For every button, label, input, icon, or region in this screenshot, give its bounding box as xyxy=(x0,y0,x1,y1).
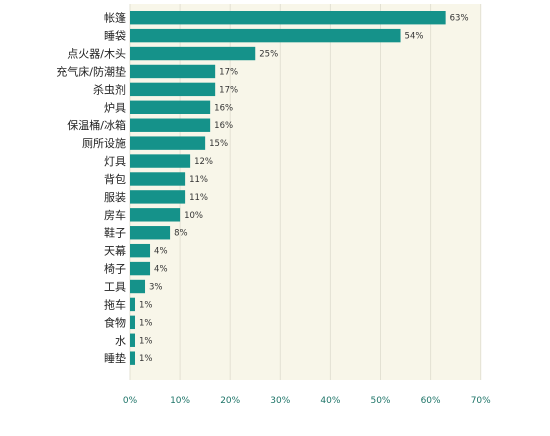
x-tick-label: 70% xyxy=(471,396,491,406)
value-label: 17% xyxy=(219,67,238,77)
bar xyxy=(130,154,191,168)
bar xyxy=(130,351,136,365)
bar xyxy=(130,333,136,347)
bar xyxy=(130,297,136,312)
category-label: 睡袋 xyxy=(104,29,126,43)
value-label: 25% xyxy=(259,50,278,60)
x-tick-label: 40% xyxy=(320,396,340,406)
value-labels: 63% 54% 25% 17% 17% 16% 16% 15% 12% 11% 11% 10% 8% 4%… xyxy=(139,14,469,364)
x-tick-label: 0% xyxy=(123,396,138,406)
category-label: 房车 xyxy=(104,208,126,222)
x-tick-label: 60% xyxy=(421,396,441,406)
bar xyxy=(130,208,181,222)
bar xyxy=(130,261,151,276)
bar xyxy=(130,243,151,258)
bar xyxy=(130,118,211,132)
category-labels: 帐篷睡袋点火器/木头充气床/防潮垫杀虫剂炉具保温桶/冰箱厕所设施灯具背包服装房车… xyxy=(56,11,126,365)
value-label: 12% xyxy=(194,157,213,167)
value-label: 54% xyxy=(405,32,424,42)
x-tick-label: 30% xyxy=(270,396,290,406)
category-label: 杀虫剂 xyxy=(93,82,126,96)
bar xyxy=(130,11,446,25)
value-label: 3% xyxy=(149,283,163,293)
category-label: 炉具 xyxy=(104,101,126,114)
category-label: 服装 xyxy=(104,191,126,204)
category-label: 厕所设施 xyxy=(82,137,126,150)
value-label: 11% xyxy=(189,193,208,203)
value-label: 1% xyxy=(139,318,153,328)
category-label: 保温桶/冰箱 xyxy=(67,118,126,132)
bar xyxy=(130,28,401,43)
value-label: 16% xyxy=(214,121,233,131)
x-axis-tick-labels: 0% 10% 20% 30% 40% 50% 60% 70% xyxy=(123,396,491,406)
bar xyxy=(130,172,186,186)
value-label: 1% xyxy=(139,300,153,310)
value-label: 17% xyxy=(219,85,238,95)
category-label: 椅子 xyxy=(104,262,126,276)
bar xyxy=(130,226,171,240)
bar xyxy=(130,100,211,114)
value-label: 10% xyxy=(184,211,203,221)
category-label: 食物 xyxy=(104,315,126,329)
category-label: 背包 xyxy=(104,172,126,186)
category-label: 点火器/木头 xyxy=(67,48,126,61)
bar xyxy=(130,46,256,61)
category-label: 灯具 xyxy=(104,155,126,168)
category-label: 鞋子 xyxy=(104,226,126,240)
value-label: 16% xyxy=(214,103,233,113)
category-label: 充气床/防潮垫 xyxy=(56,64,126,78)
value-label: 4% xyxy=(154,265,168,275)
value-label: 8% xyxy=(174,229,188,239)
bar xyxy=(130,190,186,204)
bars xyxy=(130,11,446,365)
value-label: 15% xyxy=(209,139,228,149)
x-tick-label: 50% xyxy=(370,396,390,406)
category-label: 帐篷 xyxy=(104,11,126,25)
bar xyxy=(130,136,206,150)
value-label: 4% xyxy=(154,247,168,257)
value-label: 1% xyxy=(139,336,153,346)
bar xyxy=(130,315,136,330)
bar xyxy=(130,82,216,97)
category-label: 水 xyxy=(115,334,126,347)
category-label: 睡垫 xyxy=(104,351,126,365)
bar xyxy=(130,279,146,294)
category-label: 拖车 xyxy=(104,297,126,311)
bar xyxy=(130,64,216,79)
value-label: 11% xyxy=(189,175,208,185)
category-label: 工具 xyxy=(104,281,126,294)
category-label: 天幕 xyxy=(104,244,126,258)
x-tick-label: 10% xyxy=(170,396,190,406)
value-label: 1% xyxy=(139,354,153,364)
value-label: 63% xyxy=(450,14,469,24)
x-tick-label: 20% xyxy=(220,396,240,406)
